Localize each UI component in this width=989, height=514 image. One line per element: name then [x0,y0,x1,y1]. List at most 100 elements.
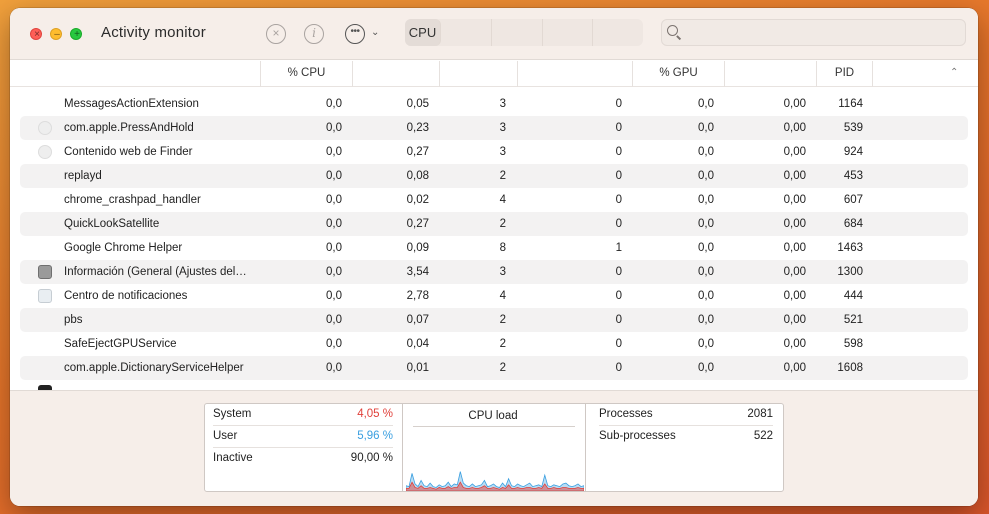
cell-idle-wakeups: 0 [615,314,622,326]
cell-pid: 1164 [838,98,863,110]
column-header-pid[interactable]: PID [817,61,873,87]
cell-idle-wakeups: 0 [615,98,622,110]
user-value: 5,96 % [357,430,393,442]
cell-pid: 1463 [837,242,863,254]
table-row[interactable]: pbs 0,0 0,07 2 0 0,0 0,00 521 [20,308,968,332]
table-row[interactable]: com.apple.PressAndHold 0,0 0,23 3 0 0,0 0,00 53… [20,116,968,140]
table-row[interactable]: Contenido web de Finder 0,0 0,27 3 0 0,0 0,00 9… [20,140,968,164]
cell-gpu-time: 0,00 [783,290,806,302]
cell-gpu-time: 0,00 [783,266,806,278]
gear-icon [38,265,52,279]
tab-energy[interactable] [492,19,543,46]
cell-cpu: 0,0 [326,122,342,134]
column-header-cpu-time[interactable] [353,61,440,87]
category-tabs: CPU [405,19,643,46]
ellipsis-icon: ••• [350,26,360,37]
process-name: QuickLookSatellite [64,218,160,230]
column-header-cpu[interactable]: % CPU [261,61,353,87]
cell-gpu-time: 0,00 [783,338,806,350]
table-row[interactable]: Información (General (Ajustes del… 0,0 3,5… [20,260,968,284]
cell-pid: 444 [843,290,863,302]
processes-label: Processes [599,408,653,420]
cell-gpu-time: 0,00 [783,170,806,182]
cell-gpu: 0,0 [698,266,714,278]
zoom-window-button[interactable]: + [70,28,82,40]
cell-cpu: 0,0 [326,338,342,350]
minimize-window-button[interactable]: – [50,28,62,40]
cell-cpu: 0,0 [326,194,342,206]
search-input[interactable] [688,20,958,45]
cell-cpu: 0,0 [326,242,342,254]
cell-pid: 924 [843,146,863,158]
system-value: 4,05 % [357,408,393,420]
close-icon: × [34,29,40,40]
cell-threads: 2 [499,170,506,182]
more-actions-button[interactable]: ••• [345,24,365,44]
close-window-button[interactable]: × [30,28,42,40]
tab-disk[interactable] [543,19,594,46]
process-name: Contenido web de Finder [64,146,193,158]
system-stat: System 4,05 % [213,404,393,426]
subprocesses-label: Sub-processes [599,430,676,442]
column-header-process-name[interactable] [10,61,261,87]
cell-cpu-time: 0,08 [406,170,429,182]
cell-threads: 2 [499,314,506,326]
table-row[interactable]: Google Chrome Helper 0,0 0,09 8 1 0,0 0,00 1463 [20,236,968,260]
cell-cpu: 0,0 [326,98,342,110]
tab-network[interactable] [593,19,643,46]
cell-gpu-time: 0,00 [783,146,806,158]
table-row[interactable]: Centro de notificaciones 0,0 2,78 4 0 0,0 0,00… [20,284,968,308]
cell-pid: 684 [843,218,863,230]
table-row[interactable]: com.apple.DictionaryServiceHelper 0,0 0,01… [20,356,968,380]
process-list[interactable]: MessagesActionExtension 0,0 0,05 3 0 0,0 0,00 1… [10,92,978,390]
tab-memory[interactable] [441,19,492,46]
process-name: com.apple.DictionaryServiceHelper [64,362,244,374]
sort-ascending-icon[interactable]: ⌃ [950,67,959,78]
column-header-gpu[interactable]: % GPU [633,61,725,87]
table-row[interactable]: replayd 0,0 0,08 2 0 0,0 0,00 453 [20,164,968,188]
user-label: User [213,430,238,442]
cell-threads: 3 [499,266,506,278]
tab-cpu[interactable]: CPU [405,19,441,46]
cell-idle-wakeups: 0 [615,266,622,278]
cpu-system-series [406,481,584,491]
cell-threads: 2 [499,218,506,230]
chevron-down-icon[interactable]: ⌄ [371,27,380,38]
inactive-value: 90,00 % [350,452,393,464]
cell-cpu: 0,0 [326,314,342,326]
cell-idle-wakeups: 0 [615,218,622,230]
cell-threads: 3 [499,98,506,110]
search-field[interactable] [661,19,966,46]
table-row[interactable]: MessagesActionExtension 0,0 0,05 3 0 0,0 0,00 1… [20,92,968,116]
cell-gpu-time: 0,00 [783,122,806,134]
cell-gpu: 0,0 [698,290,714,302]
cell-cpu-time: 0,05 [406,98,429,110]
column-header-idle-wakeups[interactable] [518,61,633,87]
panel-icon [38,289,52,303]
process-name: com.apple.PressAndHold [64,122,194,134]
cell-idle-wakeups: 0 [615,290,622,302]
minimize-icon: – [54,29,60,40]
cell-gpu: 0,0 [698,218,714,230]
table-row[interactable]: chrome_crashpad_handler 0,0 0,02 4 0 0,0 0,00 6… [20,188,968,212]
column-header-gpu-time[interactable] [725,61,817,87]
table-row[interactable] [20,380,968,390]
column-header-threads[interactable] [440,61,518,87]
cell-cpu: 0,0 [326,362,342,374]
table-row[interactable]: SafeEjectGPUService 0,0 0,04 2 0 0,0 0,00 598 [20,332,968,356]
process-name: Información (General (Ajustes del… [64,266,247,278]
stop-process-button[interactable]: × [266,24,286,44]
cell-pid: 598 [843,338,863,350]
cell-cpu-time: 0,04 [406,338,429,350]
cpu-summary-box: System 4,05 % User 5,96 % Inactive 90,00… [204,403,784,492]
cell-gpu-time: 0,00 [783,242,806,254]
subprocesses-stat: Sub-processes 522 [599,426,773,448]
table-row[interactable]: QuickLookSatellite 0,0 0,27 2 0 0,0 0,00 684 [20,212,968,236]
cell-gpu-time: 0,00 [783,98,806,110]
cell-idle-wakeups: 0 [615,338,622,350]
processes-value: 2081 [747,408,773,420]
inspect-process-button[interactable]: i [304,24,324,44]
cell-gpu-time: 0,00 [783,194,806,206]
bubble-icon [38,145,52,159]
cell-cpu-time: 0,27 [406,146,429,158]
